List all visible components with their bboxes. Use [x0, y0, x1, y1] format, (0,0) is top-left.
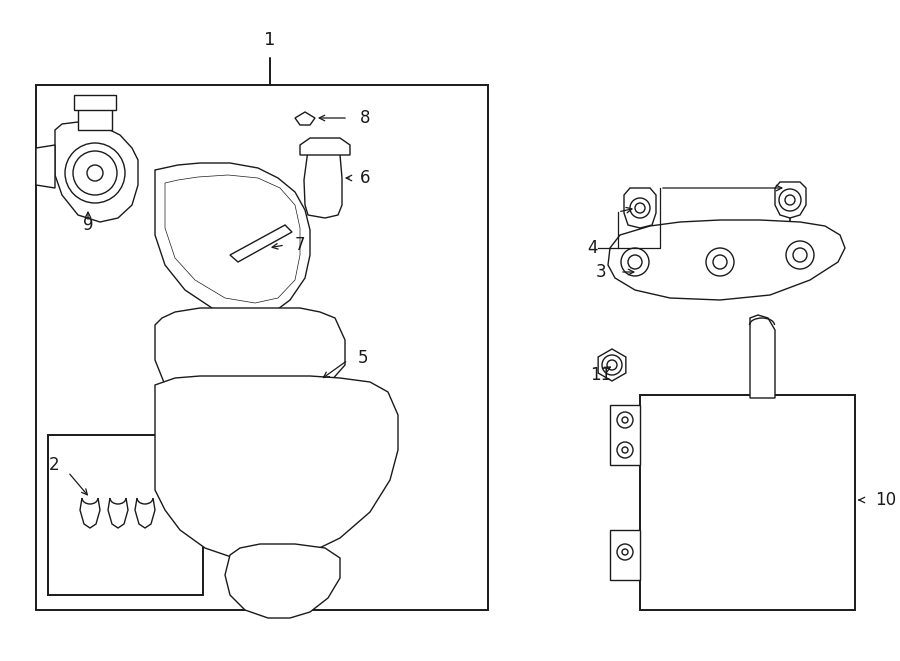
Circle shape	[779, 189, 801, 211]
Circle shape	[622, 417, 628, 423]
Bar	[36, 85, 488, 610]
Circle shape	[617, 442, 633, 458]
Circle shape	[713, 255, 727, 269]
Polygon shape	[608, 220, 845, 300]
Circle shape	[706, 248, 734, 276]
Bar	[78, 108, 112, 130]
Text: 9: 9	[83, 216, 94, 234]
Circle shape	[793, 248, 807, 262]
Polygon shape	[230, 225, 292, 262]
Text: 2: 2	[49, 456, 59, 474]
Circle shape	[73, 151, 117, 195]
Text: 6: 6	[360, 169, 371, 187]
Polygon shape	[598, 349, 625, 381]
Polygon shape	[295, 112, 315, 125]
Polygon shape	[36, 145, 55, 188]
Bar	[610, 530, 640, 580]
Polygon shape	[155, 163, 310, 318]
Polygon shape	[300, 138, 350, 155]
Circle shape	[607, 360, 617, 370]
Text: 5: 5	[358, 349, 368, 367]
Text: 7: 7	[295, 236, 305, 254]
Text: 8: 8	[360, 109, 371, 127]
Circle shape	[785, 195, 795, 205]
Circle shape	[786, 241, 814, 269]
Text: 3: 3	[596, 263, 607, 281]
Circle shape	[65, 143, 125, 203]
Circle shape	[617, 544, 633, 560]
Polygon shape	[750, 315, 775, 398]
Circle shape	[630, 198, 650, 218]
Polygon shape	[55, 122, 138, 222]
Polygon shape	[155, 376, 398, 562]
Bar	[640, 395, 855, 610]
Polygon shape	[225, 544, 340, 618]
Circle shape	[622, 447, 628, 453]
Text: 4: 4	[588, 239, 598, 257]
Circle shape	[87, 165, 103, 181]
Bar	[610, 405, 640, 465]
Text: 11: 11	[590, 366, 611, 384]
Text: 10: 10	[875, 491, 896, 509]
Bar	[74, 95, 116, 110]
Circle shape	[621, 248, 649, 276]
Polygon shape	[624, 188, 656, 228]
Circle shape	[602, 355, 622, 375]
Circle shape	[635, 203, 645, 213]
Bar	[48, 435, 203, 595]
Polygon shape	[775, 182, 806, 218]
Circle shape	[617, 412, 633, 428]
Polygon shape	[155, 308, 345, 390]
Circle shape	[622, 549, 628, 555]
Circle shape	[628, 255, 642, 269]
Text: 1: 1	[265, 31, 275, 49]
Polygon shape	[304, 145, 342, 218]
